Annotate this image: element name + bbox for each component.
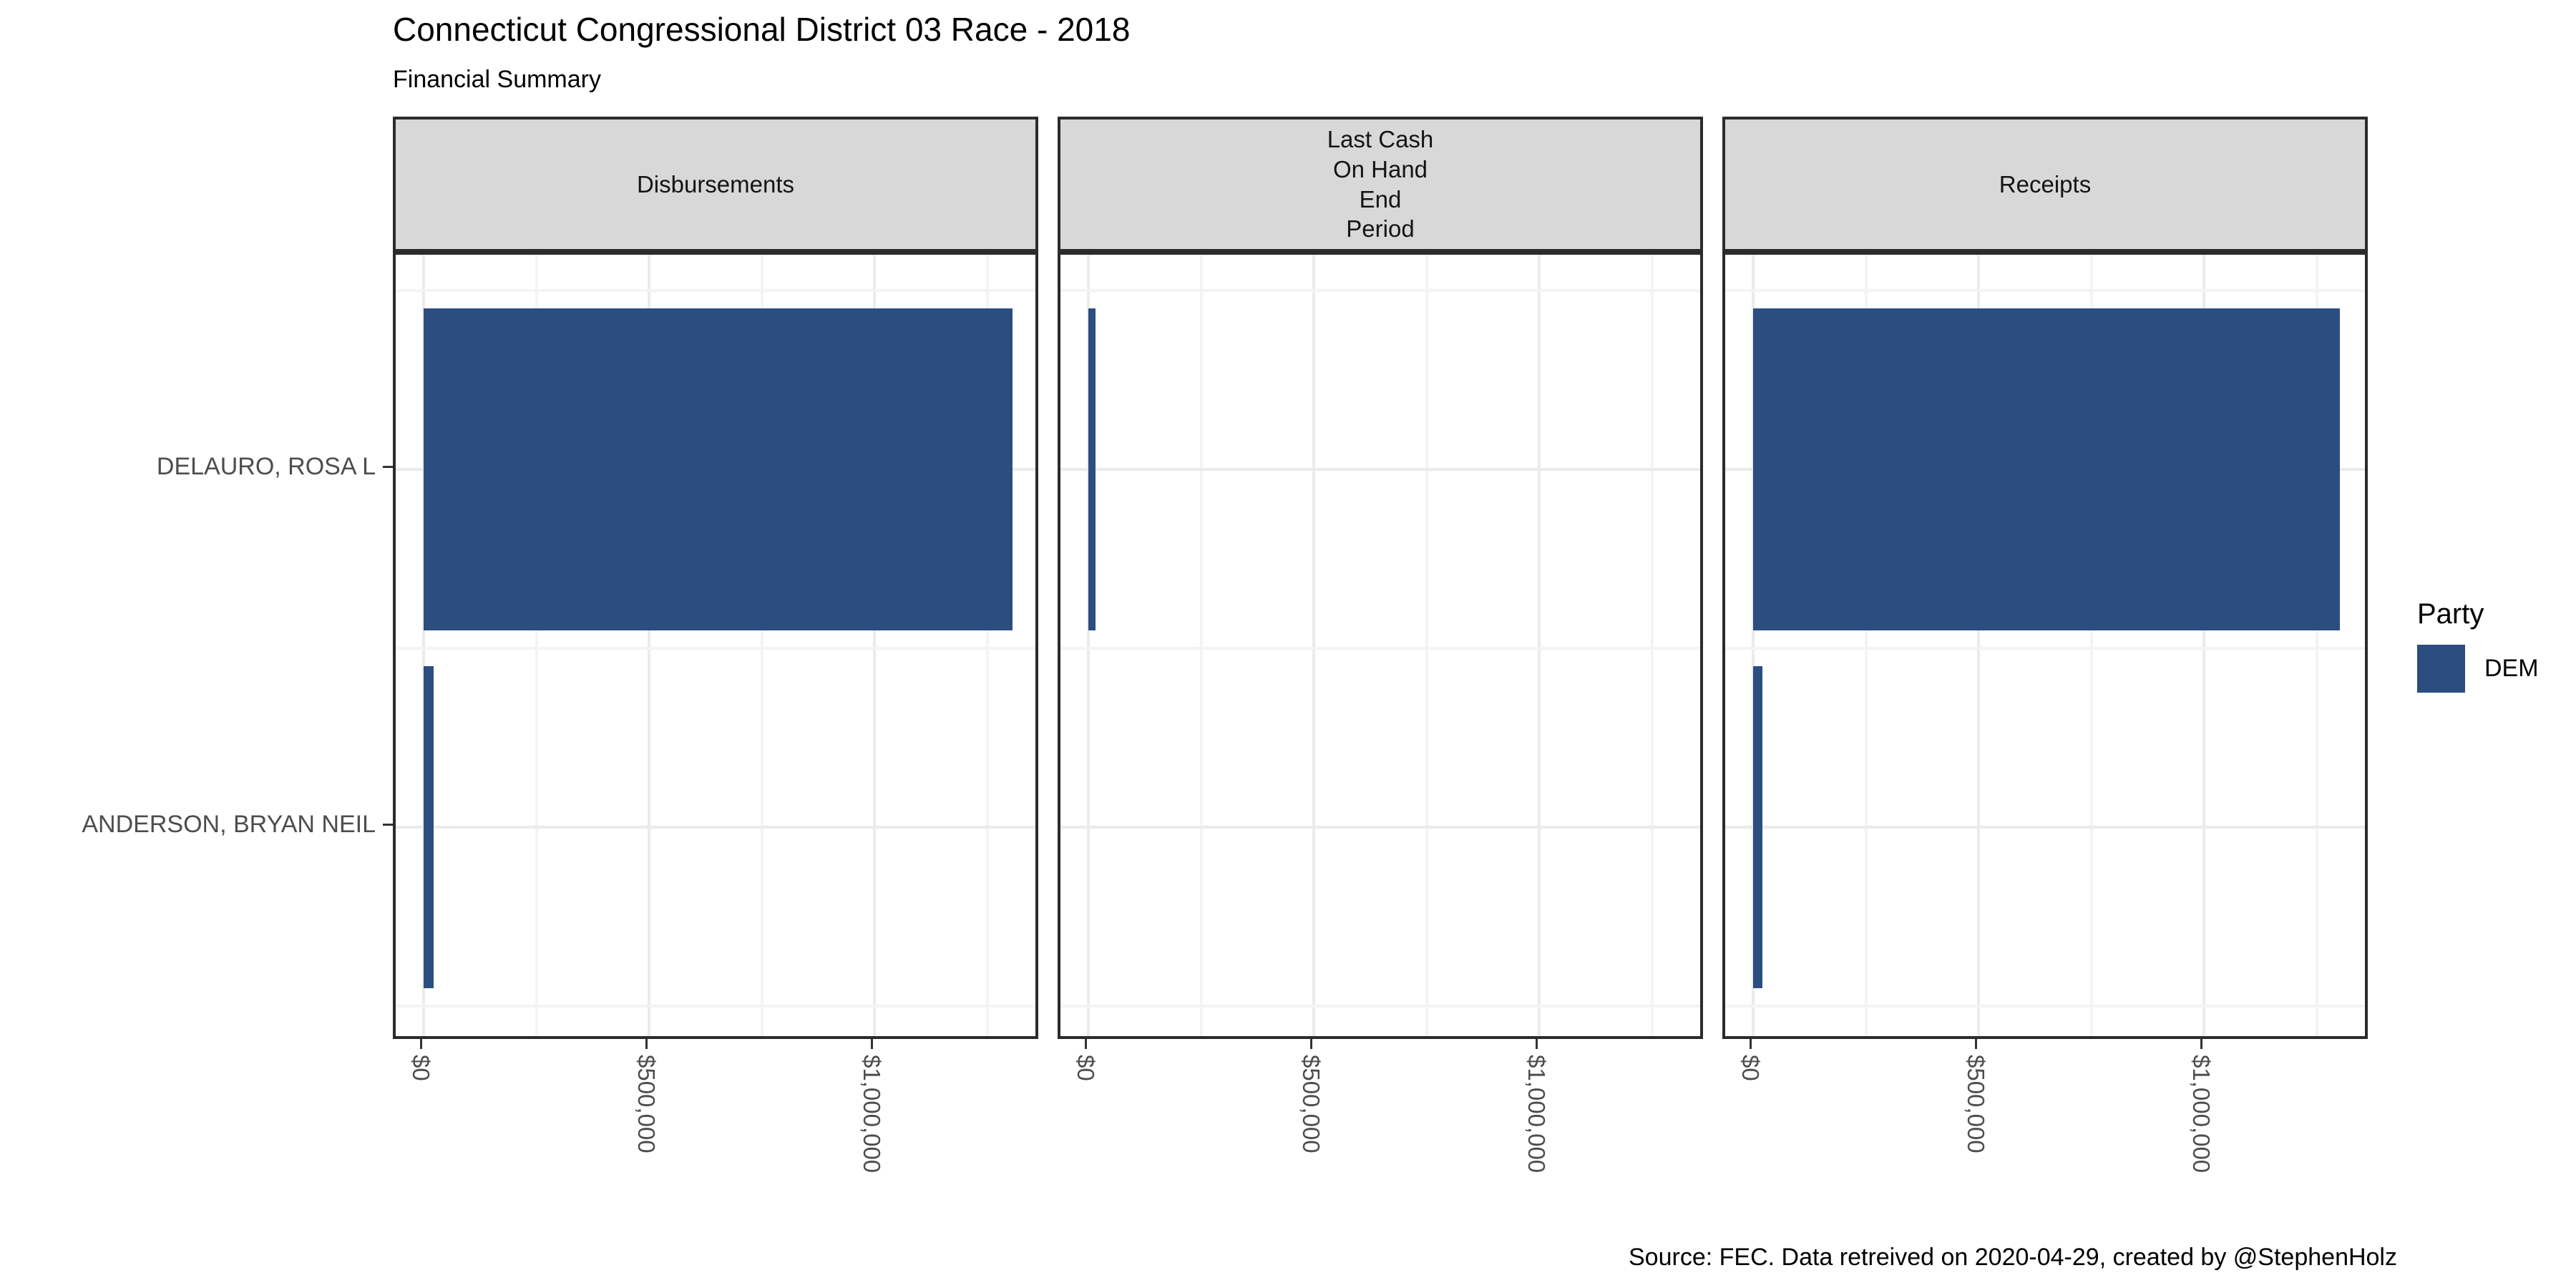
y-axis-tick bbox=[383, 824, 393, 826]
x-axis-tick-label: $1,000,000 bbox=[1523, 1055, 1550, 1174]
gridline-horizontal bbox=[1725, 647, 2365, 650]
gridline-horizontal bbox=[396, 826, 1035, 829]
x-axis-tick-label: $1,000,000 bbox=[859, 1055, 885, 1174]
gridline-vertical bbox=[1425, 255, 1428, 1036]
x-axis-tick bbox=[1750, 1039, 1752, 1049]
facet-strip-disbursements: Disbursements bbox=[393, 117, 1038, 252]
panel-disbursements bbox=[393, 252, 1038, 1039]
facet-strip-last-cash-on-hand-end-period: Last Cash On Hand End Period bbox=[1058, 117, 1703, 252]
facet-strip-label: Receipts bbox=[1999, 170, 2092, 197]
gridline-vertical bbox=[2089, 255, 2093, 1036]
x-axis-tick-label: $0 bbox=[1073, 1055, 1099, 1081]
gridline-horizontal bbox=[1725, 289, 2365, 292]
x-axis-tick-label: $500,000 bbox=[633, 1055, 660, 1153]
x-axis-tick bbox=[1536, 1039, 1538, 1049]
gridline-vertical bbox=[1752, 255, 1755, 1036]
gridline-horizontal bbox=[396, 1005, 1035, 1008]
y-axis-tick bbox=[383, 466, 393, 468]
facet-strip-receipts: Receipts bbox=[1722, 117, 2368, 252]
bar-delauro-rosa-l-last-cash-on-hand-end-period bbox=[1088, 308, 1096, 630]
x-axis-tick bbox=[420, 1039, 422, 1049]
bar-anderson-bryan-neil-receipts bbox=[1753, 666, 1762, 988]
gridline-vertical bbox=[648, 255, 650, 1036]
gridline-vertical bbox=[2202, 255, 2205, 1036]
gridline-vertical bbox=[873, 255, 876, 1036]
panel-receipts bbox=[1722, 252, 2368, 1039]
x-axis-tick bbox=[645, 1039, 648, 1049]
gridline-horizontal bbox=[1060, 1005, 1700, 1008]
facet-strip-label: Last Cash On Hand End Period bbox=[1327, 125, 1434, 243]
bar-anderson-bryan-neil-disbursements bbox=[424, 666, 434, 988]
x-axis-tick-label: $0 bbox=[1737, 1055, 1764, 1081]
gridline-vertical bbox=[422, 255, 425, 1036]
gridline-vertical bbox=[1977, 255, 1980, 1036]
gridline-vertical bbox=[1864, 255, 1868, 1036]
gridline-horizontal bbox=[1060, 647, 1700, 650]
y-axis-label-delauro: DELAURO, ROSA L bbox=[156, 453, 376, 480]
legend-label-dem: DEM bbox=[2484, 655, 2539, 682]
facet-strip-label: Disbursements bbox=[636, 170, 795, 197]
x-axis-tick bbox=[871, 1039, 873, 1049]
gridline-vertical bbox=[1087, 255, 1090, 1036]
legend-title: Party bbox=[2417, 598, 2484, 630]
gridline-vertical bbox=[1538, 255, 1541, 1036]
gridline-vertical bbox=[1650, 255, 1654, 1036]
bar-delauro-rosa-l-disbursements bbox=[424, 308, 1013, 630]
y-axis-label-anderson: ANDERSON, BRYAN NEIL bbox=[82, 811, 376, 838]
legend-swatch-dem bbox=[2417, 645, 2465, 693]
gridline-horizontal bbox=[1725, 826, 2365, 829]
gridline-horizontal bbox=[1060, 289, 1700, 292]
gridline-vertical bbox=[535, 255, 538, 1036]
chart-subtitle: Financial Summary bbox=[393, 66, 601, 93]
gridline-horizontal bbox=[1725, 1005, 2365, 1008]
x-axis-tick-label: $500,000 bbox=[1298, 1055, 1324, 1153]
gridline-vertical bbox=[2315, 255, 2318, 1036]
x-axis-tick-label: $0 bbox=[408, 1055, 434, 1081]
chart-title: Connecticut Congressional District 03 Ra… bbox=[393, 11, 1131, 48]
x-axis-tick-label: $1,000,000 bbox=[2188, 1055, 2215, 1174]
gridline-horizontal bbox=[1060, 468, 1700, 471]
gridline-horizontal bbox=[1060, 826, 1700, 829]
bar-delauro-rosa-l-receipts bbox=[1753, 308, 2340, 630]
panel-last-cash-on-hand-end-period bbox=[1058, 252, 1703, 1039]
gridline-vertical bbox=[985, 255, 989, 1036]
chart-caption: Source: FEC. Data retreived on 2020-04-2… bbox=[1629, 1244, 2397, 1271]
gridline-vertical bbox=[760, 255, 763, 1036]
gridline-vertical bbox=[1312, 255, 1315, 1036]
x-axis-tick bbox=[1975, 1039, 1977, 1049]
x-axis-tick bbox=[1310, 1039, 1312, 1049]
x-axis-tick bbox=[2200, 1039, 2202, 1049]
gridline-horizontal bbox=[396, 647, 1035, 650]
x-axis-tick bbox=[1085, 1039, 1087, 1049]
gridline-horizontal bbox=[396, 289, 1035, 292]
gridline-vertical bbox=[1199, 255, 1203, 1036]
x-axis-tick-label: $500,000 bbox=[1963, 1055, 1989, 1153]
